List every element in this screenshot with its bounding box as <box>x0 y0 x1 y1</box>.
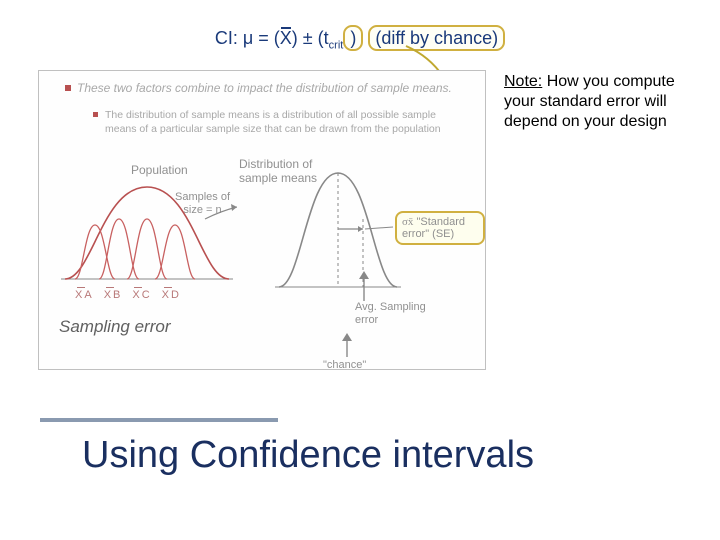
standard-error-box: σx̄ "Standard error" (SE) <box>395 211 485 245</box>
slide-title: Using Confidence intervals <box>40 434 680 477</box>
sample-means-curve <box>273 159 403 294</box>
population-curves <box>57 179 237 289</box>
avg-sampling-error-label: Avg. Sampling error <box>355 301 426 326</box>
x-bar: X <box>280 28 292 49</box>
sampling-error-caption: Sampling error <box>59 317 171 337</box>
chance-label: "chance" <box>323 359 366 371</box>
title-accent-line <box>40 418 278 422</box>
note-text: Note: How you compute your standard erro… <box>504 72 700 132</box>
tcrit-highlight: ) <box>343 25 363 51</box>
se-sigma: σx̄ <box>402 216 413 228</box>
ci-formula: CI: μ = (X) ± (tcrit) (diff by chance) <box>0 28 720 52</box>
formula-prefix: CI: μ = ( <box>215 28 280 48</box>
population-label: Population <box>131 163 188 177</box>
figure-bullet-2: The distribution of sample means is a di… <box>105 109 455 136</box>
diff-by-chance-highlight: (diff by chance) <box>368 25 505 51</box>
avg-err-arrow <box>349 269 379 303</box>
sampling-figure: These two factors combine to impact the … <box>38 70 486 370</box>
slide-title-area: Using Confidence intervals <box>40 418 680 477</box>
figure-bullet-1: These two factors combine to impact the … <box>77 81 452 95</box>
sample-mean-labels: XAXBXCXD <box>75 289 191 301</box>
chance-arrow <box>335 331 359 359</box>
note-lead: Note: <box>504 73 542 90</box>
